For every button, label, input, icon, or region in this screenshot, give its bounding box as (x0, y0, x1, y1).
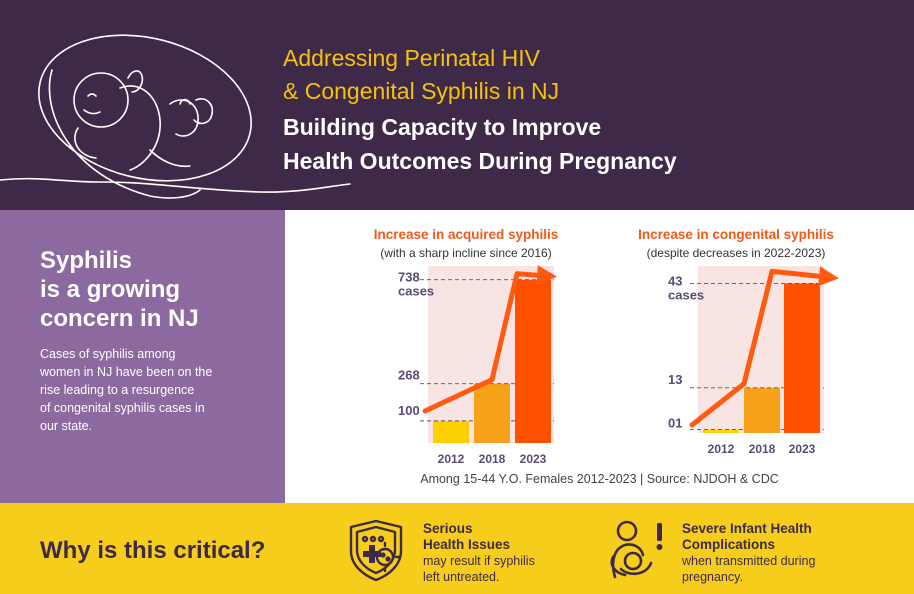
bar-2012 (433, 420, 469, 443)
footer-item-health-issues: Serious Health Issues may result if syph… (423, 521, 535, 585)
mother-infant-icon (610, 520, 663, 579)
category-label: 2018 (749, 442, 776, 456)
sidebar-heading: Syphilis is a growing concern in NJ (40, 246, 199, 333)
footer-item-heading: Severe Infant Health (682, 521, 812, 536)
bar-2023 (784, 283, 820, 433)
header-title-line2: Health Outcomes During Pregnancy (283, 148, 677, 174)
category-label: 2023 (789, 442, 816, 456)
sidebar-body-line: Cases of syphilis among (40, 347, 176, 361)
category-label: 2012 (708, 442, 735, 456)
sidebar-body: Cases of syphilis among women in NJ have… (40, 345, 270, 435)
sidebar-body-line: women in NJ have been on the (40, 365, 213, 379)
sidebar-heading-line: Syphilis (40, 247, 133, 274)
footer-item-heading: Health Issues (423, 537, 511, 552)
value-label: 43 (668, 273, 682, 288)
sidebar-panel: Syphilis is a growing concern in NJ Case… (0, 210, 285, 503)
footer-item-body: pregnancy. (682, 570, 743, 584)
trend-arrow (422, 265, 557, 414)
shield-medical-icon (349, 519, 403, 582)
footer-item-heading: Serious (423, 521, 473, 536)
header-subtitle-line1: Addressing Perinatal HIV (283, 45, 540, 71)
footer-band: Why is this critical? Serious Health Iss… (0, 503, 914, 594)
sidebar-heading-line: is a growing (40, 276, 181, 303)
unit-label: cases (398, 284, 434, 299)
source-note: Among 15-44 Y.O. Females 2012-2023 | Sou… (420, 472, 779, 486)
category-label: 2018 (479, 452, 506, 466)
chart-subtitle: (with a sharp incline since 2016) (380, 246, 551, 260)
sidebar-body-line: of congenital syphilis cases in (40, 401, 205, 415)
bar-2012 (703, 429, 739, 433)
charts-svg: Increase in acquired syphilis (with a sha… (374, 227, 839, 466)
fetus-line-art-icon (0, 34, 351, 199)
sidebar-body-line: our state. (40, 419, 93, 433)
chart-title: Increase in acquired syphilis (374, 227, 559, 242)
why-critical-heading: Why is this critical? (40, 537, 266, 564)
footer-item-body: when transmitted during (682, 554, 816, 568)
category-label: 2012 (438, 452, 465, 466)
value-label: 13 (668, 372, 682, 387)
unit-label: cases (668, 287, 704, 302)
bar-2018 (474, 383, 510, 443)
footer-item-infant-complications: Severe Infant Health Complications when … (682, 521, 815, 585)
footer-item-body: left untreated. (423, 570, 500, 584)
bar-2018 (744, 387, 780, 433)
value-label: 01 (668, 416, 682, 431)
charts-area: Increase in acquired syphilis (with a sha… (285, 210, 914, 503)
bar-2023 (515, 279, 551, 443)
footer-item-heading: Complications (682, 537, 776, 552)
sidebar-body-line: rise leading to a resurgence (40, 383, 195, 397)
category-label: 2023 (520, 452, 547, 466)
chart-title: Increase in congenital syphilis (638, 227, 834, 242)
chart-subtitle: (despite decreases in 2022-2023) (647, 246, 826, 260)
trend-arrow (689, 266, 839, 428)
header-subtitle-line2: & Congenital Syphilis in NJ (283, 78, 560, 104)
footer-item-body: may result if syphilis (423, 554, 535, 568)
value-label: 738 (398, 270, 420, 285)
sidebar-heading-line: concern in NJ (40, 305, 199, 332)
value-label: 268 (398, 368, 420, 383)
value-label: 100 (398, 403, 420, 418)
header-banner: Addressing Perinatal HIV & Congenital Sy… (0, 0, 914, 210)
header-title-line1: Building Capacity to Improve (283, 114, 602, 140)
